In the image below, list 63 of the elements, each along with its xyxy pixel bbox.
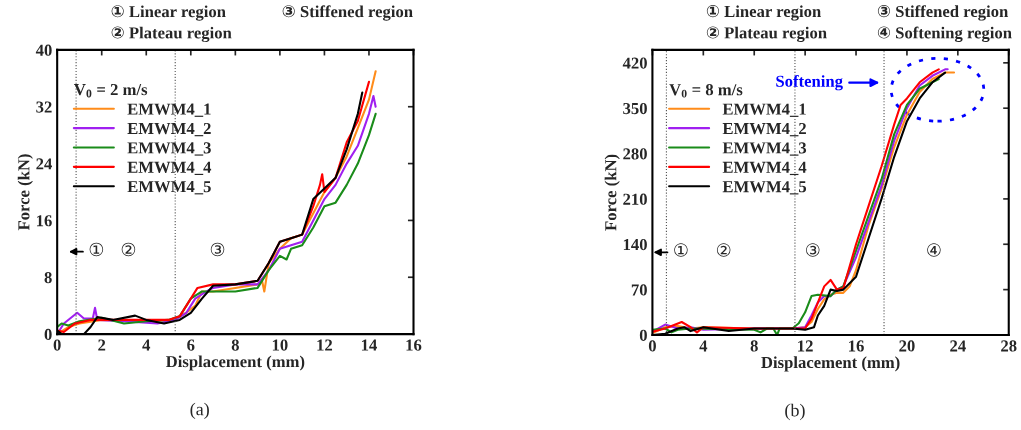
text: ③ Stiffened region	[282, 5, 413, 21]
x-tick-label: 4	[699, 340, 708, 352]
x-tick-label: 10	[272, 339, 288, 351]
legend-title: V$_{0}$ = 2 m/s	[74, 84, 148, 98]
text: (a)	[190, 402, 209, 420]
legend-label: EMWM4_2	[127, 122, 211, 137]
annotation: ②	[716, 243, 731, 257]
y-axis-title: Force (kN)	[17, 154, 33, 231]
annotation: ②	[121, 242, 136, 257]
x-tick-label: 20	[899, 340, 915, 352]
annotation: ①	[89, 242, 104, 257]
y-tick-label: 350	[623, 102, 647, 115]
y-tick-label: 32	[36, 101, 52, 113]
legend-label: EMWM4_5	[722, 181, 807, 195]
y-tick-label: 16	[36, 215, 52, 227]
text: ① Linear region	[111, 5, 226, 21]
legend-title: V$_{0}$ = 8 m/s	[669, 84, 743, 98]
text: ② Plateau region	[111, 26, 232, 43]
annotation: ③	[210, 242, 225, 257]
x-tick-label: 8	[231, 339, 239, 351]
x-tick-label: 0	[648, 340, 656, 352]
x-tick-label: 16	[406, 339, 422, 351]
x-tick-label: 24	[950, 340, 966, 352]
x-tick-label: 6	[187, 339, 195, 351]
text: ④ Softening region	[877, 26, 1012, 42]
x-tick-label: 2	[98, 339, 106, 351]
y-tick-label: 8	[44, 271, 52, 284]
x-axis-title: Displacement (mm)	[165, 355, 305, 371]
legend-label: EMWM4_4	[722, 161, 807, 176]
annotation: ①	[674, 243, 688, 257]
legend-label: EMWM4_1	[127, 103, 211, 117]
text: ② Plateau region	[706, 26, 827, 42]
y-tick-label: 70	[631, 284, 647, 296]
x-tick-label: 4	[142, 339, 151, 351]
y-axis-title: Force (kN)	[604, 154, 620, 231]
x-axis-title: Displacement (mm)	[761, 356, 900, 372]
y-tick-label: 140	[623, 238, 647, 251]
text: ① Linear region	[706, 5, 821, 21]
legend-label: EMWM4_1	[722, 103, 806, 117]
y-tick-label: 0	[639, 329, 647, 341]
y-tick-label: 420	[622, 57, 647, 69]
x-tick-label: 8	[750, 340, 758, 352]
annotation: Softening	[776, 74, 843, 91]
y-tick-label: 280	[623, 148, 647, 160]
annotation: ③	[806, 243, 820, 257]
x-tick-label: 12	[798, 340, 813, 352]
legend-label: EMWM4_3	[127, 142, 211, 156]
x-tick-label: 28	[1001, 340, 1017, 352]
x-tick-label: 16	[849, 340, 864, 352]
x-tick-label: 12	[317, 339, 333, 351]
text: ③ Stiffened region	[877, 5, 1009, 21]
annotation: ④	[927, 243, 941, 257]
x-tick-label: 0	[53, 339, 61, 351]
legend-label: EMWM4_5	[127, 181, 211, 195]
text: (b)	[785, 403, 805, 421]
y-tick-label: 0	[44, 328, 52, 341]
y-tick-label: 40	[35, 44, 52, 56]
legend-label: EMWM4_4	[127, 161, 212, 176]
legend-label: EMWM4_3	[722, 142, 807, 156]
legend-label: EMWM4_2	[722, 122, 806, 137]
y-tick-label: 210	[623, 193, 647, 205]
x-tick-label: 14	[361, 339, 377, 351]
y-tick-label: 24	[36, 158, 53, 170]
